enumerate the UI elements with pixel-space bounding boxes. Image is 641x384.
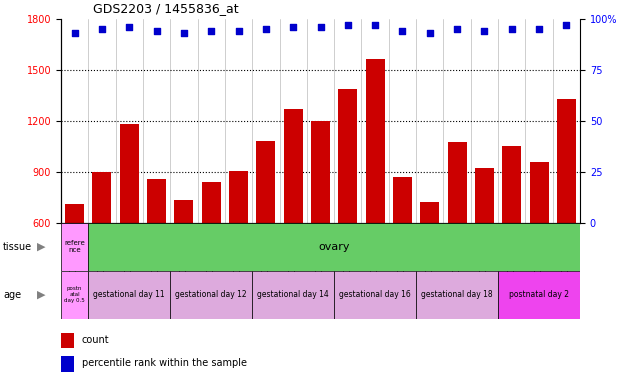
Bar bbox=[393, 177, 412, 223]
Bar bbox=[420, 202, 439, 223]
Bar bbox=[447, 142, 467, 223]
Bar bbox=[365, 59, 385, 223]
Bar bbox=[92, 172, 112, 223]
Text: postnatal day 2: postnatal day 2 bbox=[509, 290, 569, 299]
Point bbox=[506, 26, 517, 33]
Text: gestational day 11: gestational day 11 bbox=[94, 290, 165, 299]
Text: age: age bbox=[3, 290, 21, 300]
Bar bbox=[338, 89, 358, 223]
Point bbox=[69, 30, 79, 36]
Bar bbox=[229, 171, 248, 223]
Bar bbox=[202, 182, 221, 223]
Text: GDS2203 / 1455836_at: GDS2203 / 1455836_at bbox=[93, 2, 238, 15]
Point bbox=[288, 24, 298, 30]
Text: gestational day 18: gestational day 18 bbox=[421, 290, 493, 299]
Text: gestational day 14: gestational day 14 bbox=[257, 290, 329, 299]
Point bbox=[315, 24, 326, 30]
Bar bbox=[529, 162, 549, 223]
Point bbox=[479, 28, 490, 35]
Bar bbox=[498, 271, 580, 319]
Text: ▶: ▶ bbox=[37, 242, 46, 252]
Text: ▶: ▶ bbox=[37, 290, 46, 300]
Bar bbox=[120, 124, 138, 223]
Bar bbox=[171, 271, 252, 319]
Bar bbox=[147, 179, 166, 223]
Point bbox=[425, 30, 435, 36]
Text: postn
atal
day 0.5: postn atal day 0.5 bbox=[64, 286, 85, 303]
Point bbox=[261, 26, 271, 33]
Point bbox=[534, 26, 544, 33]
Text: percentile rank within the sample: percentile rank within the sample bbox=[81, 358, 247, 369]
Bar bbox=[311, 121, 330, 223]
Text: gestational day 12: gestational day 12 bbox=[176, 290, 247, 299]
Point bbox=[562, 22, 572, 28]
Point bbox=[343, 22, 353, 28]
Bar bbox=[61, 356, 74, 372]
Bar bbox=[283, 109, 303, 223]
Bar bbox=[256, 141, 276, 223]
Point bbox=[397, 28, 408, 35]
Bar bbox=[416, 271, 498, 319]
Bar bbox=[174, 200, 194, 223]
Point bbox=[179, 30, 189, 36]
Point bbox=[233, 28, 244, 35]
Bar bbox=[65, 204, 84, 223]
Bar bbox=[252, 271, 334, 319]
Bar bbox=[503, 146, 521, 223]
Text: ovary: ovary bbox=[319, 242, 350, 252]
Bar bbox=[88, 271, 171, 319]
Bar bbox=[61, 271, 88, 319]
Text: tissue: tissue bbox=[3, 242, 32, 252]
Bar bbox=[61, 223, 88, 271]
Point bbox=[124, 24, 135, 30]
Text: count: count bbox=[81, 335, 109, 346]
Bar bbox=[475, 169, 494, 223]
Bar bbox=[61, 333, 74, 349]
Point bbox=[206, 28, 216, 35]
Point bbox=[370, 22, 380, 28]
Text: refere
nce: refere nce bbox=[64, 240, 85, 253]
Bar bbox=[334, 271, 416, 319]
Bar bbox=[557, 99, 576, 223]
Point bbox=[97, 26, 107, 33]
Text: gestational day 16: gestational day 16 bbox=[339, 290, 411, 299]
Point bbox=[452, 26, 462, 33]
Point bbox=[151, 28, 162, 35]
